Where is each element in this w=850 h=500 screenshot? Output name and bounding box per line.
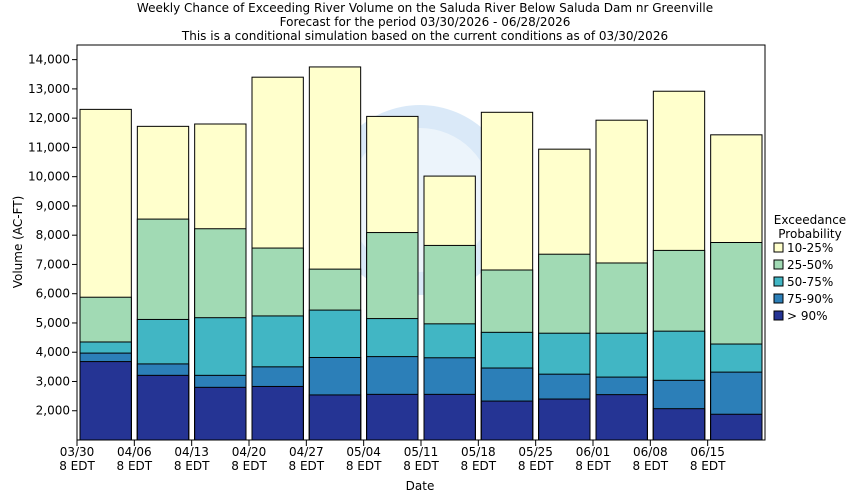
y-tick-label: 3,000 [36,374,70,388]
x-tick-label-time: 8 EDT [174,459,210,473]
y-axis-title: Volume (AC-FT) [11,196,25,289]
x-tick-label-date: 05/11 [404,445,439,459]
y-tick-label: 7,000 [36,257,70,271]
x-axis-title: Date [406,479,435,493]
legend-title-line-2: Probability [778,227,841,241]
x-tick-label-date: 06/08 [633,445,668,459]
x-tick-label-time: 8 EDT [346,459,382,473]
bar-segment [423,393,476,441]
bar-segment [136,374,190,441]
bar-segment [652,408,706,441]
x-tick-label-time: 8 EDT [575,459,611,473]
legend-swatch [773,259,784,270]
y-tick-label: 8,000 [36,228,70,242]
x-tick-label-time: 8 EDT [117,459,153,473]
legend-label: 25-50% [787,258,833,272]
x-tick-label-time: 8 EDT [461,459,497,473]
y-tick-label: 12,000 [28,111,70,125]
bar-segment [308,394,362,441]
y-tick-label: 5,000 [36,316,70,330]
legend-swatch [773,310,784,321]
chart-title-line-2: Forecast for the period 03/30/2026 - 06/… [280,15,571,29]
x-tick-label-time: 8 EDT [289,459,325,473]
x-tick-label-time: 8 EDT [231,459,267,473]
x-tick-label-date: 03/30 [60,445,95,459]
x-tick-label-time: 8 EDT [59,459,95,473]
x-tick-label-time: 8 EDT [690,459,726,473]
x-tick-label-time: 8 EDT [403,459,439,473]
bar-segment [251,385,304,441]
x-tick-label-time: 8 EDT [633,459,669,473]
x-tick-label-date: 04/06 [117,445,152,459]
x-tick-label-date: 04/20 [232,445,267,459]
y-tick-label: 14,000 [28,53,70,67]
legend-label: 75-90% [787,292,833,306]
y-tick-label: 10,000 [28,170,70,184]
x-tick-label-time: 8 EDT [518,459,554,473]
legend-label: 10-25% [787,241,833,255]
y-tick-label: 4,000 [36,345,70,359]
bar-segment [595,394,648,441]
x-tick-label-date: 06/15 [690,445,725,459]
y-tick-label: 6,000 [36,287,70,301]
bar-segment [194,386,247,441]
legend-label: 50-75% [787,275,833,289]
bar-segment [538,398,591,441]
bar-segment [366,393,419,441]
legend-title-line-1: Exceedance [774,213,846,227]
legend-swatch [773,276,784,287]
y-tick-label: 13,000 [28,82,70,96]
x-tick-label-date: 05/18 [461,445,496,459]
x-tick-label-date: 05/04 [346,445,381,459]
chart-title-line-3: This is a conditional simulation based o… [181,29,668,43]
y-tick-label: 9,000 [36,199,70,213]
x-tick-label-date: 04/13 [174,445,209,459]
x-tick-label-date: 06/01 [576,445,611,459]
x-tick-label-date: 04/27 [289,445,324,459]
x-tick-label-date: 05/25 [518,445,553,459]
bar-segment [480,400,534,441]
legend: Exceedance Probability 10-25% 25-50% 50-75… [773,213,846,323]
plot-area [76,44,766,441]
y-tick-label: 11,000 [28,140,70,154]
legend-swatch [773,293,784,304]
chart-title-line-1: Weekly Chance of Exceeding River Volume … [137,1,713,15]
legend-swatch [773,242,784,253]
bar-segment [710,413,763,441]
legend-label: > 90% [787,309,828,323]
bar-segment [79,361,132,441]
y-tick-label: 2,000 [36,404,70,418]
